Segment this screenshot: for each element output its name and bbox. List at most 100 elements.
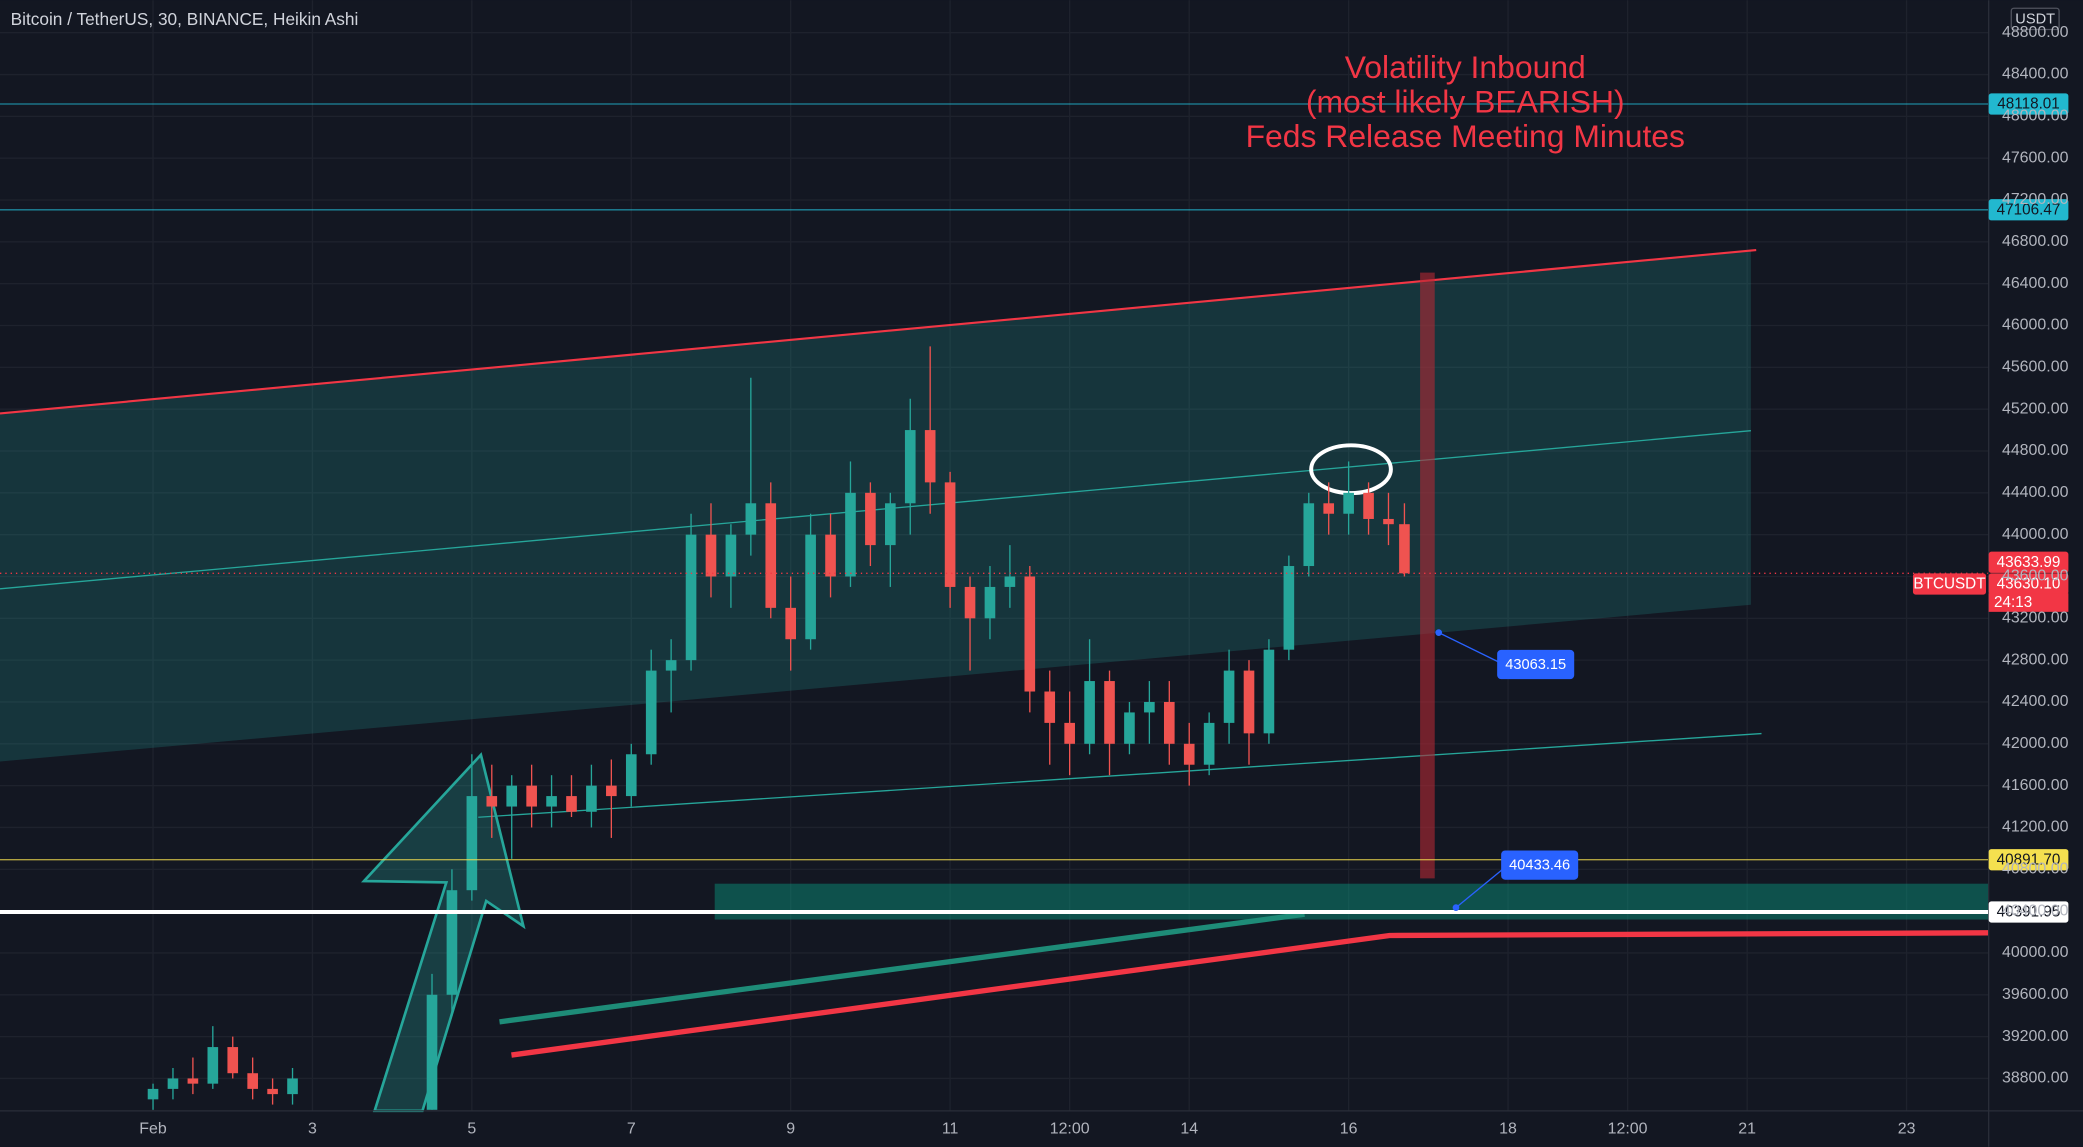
y-tick-label: 45200.00 <box>2002 400 2069 417</box>
callout-label: 40433.46 <box>1509 858 1570 874</box>
callout-connector <box>1438 632 1505 666</box>
candle-body <box>1064 722 1075 744</box>
y-tick-label: 46800.00 <box>2002 233 2069 250</box>
x-tick-label: Feb <box>139 1121 167 1138</box>
currency-box <box>2010 7 2060 31</box>
y-tick-label: 43600.00 <box>2002 568 2069 585</box>
candle-body <box>207 1047 219 1084</box>
y-tick-label: 46400.00 <box>2002 275 2069 292</box>
y-tick-label: 42000.00 <box>2002 735 2069 752</box>
candle-body <box>904 430 916 504</box>
callout-label: 43063.15 <box>1505 657 1566 673</box>
candle-body <box>287 1078 298 1095</box>
candle-body <box>705 534 717 577</box>
price-tag <box>1988 573 2069 595</box>
candle-body <box>1084 681 1095 744</box>
candle-body <box>885 503 896 546</box>
price-tag-label: 40391.95 <box>1997 904 2061 921</box>
price-tag-label: 48118.01 <box>1997 96 2060 113</box>
candle-body <box>466 796 478 891</box>
y-tick-label: 48400.00 <box>2002 66 2069 83</box>
y-tick-label: 46000.00 <box>2002 317 2069 334</box>
price-tag-label: 43633.99 <box>1997 554 2061 571</box>
candle-body <box>1363 492 1374 519</box>
x-tick-label: 14 <box>1180 1121 1198 1138</box>
candle-body <box>1044 691 1056 723</box>
candle-body <box>1343 492 1354 514</box>
y-tick-label: 48000.00 <box>2002 108 2069 125</box>
candle-body <box>645 670 657 755</box>
candle-body <box>665 660 677 671</box>
candle-body <box>586 785 597 812</box>
callout-point <box>1435 629 1443 636</box>
y-tick-label: 44800.00 <box>2002 442 2069 459</box>
y-tick-label: 42400.00 <box>2002 693 2069 710</box>
y-tick-label: 41600.00 <box>2002 777 2069 794</box>
trend-line-green <box>499 911 1305 1025</box>
x-tick-label: 7 <box>627 1121 636 1138</box>
y-tick-label: 47600.00 <box>2002 149 2069 166</box>
candle-body <box>426 994 438 1110</box>
x-tick-label: 3 <box>308 1121 317 1138</box>
candle-body <box>546 796 557 807</box>
candle-body <box>1399 524 1410 574</box>
chart-title: Bitcoin / TetherUS, 30, BINANCE, Heikin … <box>11 9 359 29</box>
channel-top-line <box>0 248 1757 415</box>
price-tag <box>1988 199 2069 221</box>
candle-body <box>446 890 458 995</box>
candle-body <box>1024 576 1036 692</box>
candle-body <box>1104 681 1115 744</box>
callout-box <box>1497 649 1575 680</box>
candles <box>147 346 1410 1110</box>
y-tick-label: 40000.00 <box>2002 944 2069 961</box>
candle-body <box>1283 566 1295 650</box>
price-lines: 43063.15 40433.46 <box>0 103 1989 914</box>
y-tick-label: 40400.00 <box>2002 902 2069 919</box>
price-tag <box>1988 849 2069 871</box>
y-tick-label: 48800.00 <box>2002 24 2069 41</box>
candle-body <box>187 1078 199 1084</box>
x-tick-label: 16 <box>1340 1121 1358 1138</box>
candle-body <box>984 586 996 619</box>
y-tick-label: 38800.00 <box>2002 1070 2069 1087</box>
candle-body <box>267 1088 278 1095</box>
candle-body <box>1124 712 1135 744</box>
x-tick-label: 18 <box>1499 1121 1517 1138</box>
price-tag <box>1988 901 2069 923</box>
candle-body <box>1383 518 1394 525</box>
y-tick-label: 47200.00 <box>2002 191 2069 208</box>
candle-body <box>1223 670 1235 723</box>
callout-connector <box>1455 864 1509 909</box>
candle-body <box>825 534 836 577</box>
channel-low-line <box>478 732 1762 818</box>
y-tick-label: 41200.00 <box>2002 819 2069 836</box>
candle-body <box>845 492 856 577</box>
callout-box <box>1501 850 1579 880</box>
y-tick-label: 45600.00 <box>2002 359 2069 376</box>
annotation: Feds Release Meeting Minutes <box>1246 118 1685 154</box>
callout-point <box>1452 904 1460 911</box>
candle-body <box>486 796 498 807</box>
symbol-tag <box>1912 573 1987 595</box>
annotation: Volatility Inbound <box>1345 49 1586 85</box>
y-tick-label: 40800.00 <box>2002 860 2069 877</box>
x-tick-label: 9 <box>786 1121 795 1138</box>
candle-body <box>785 607 797 640</box>
x-tick-label: 11 <box>942 1121 959 1138</box>
candle-body <box>1004 576 1016 587</box>
price-tag <box>1988 93 2069 115</box>
price-tag <box>1988 551 2069 573</box>
annotation: (most likely BEARISH) <box>1306 83 1625 119</box>
x-tick-label: 5 <box>467 1121 476 1138</box>
currency-label: USDT <box>2015 11 2055 27</box>
candle-body <box>1323 503 1335 514</box>
y-tick-label: 39600.00 <box>2002 986 2069 1003</box>
candle-body <box>924 430 936 483</box>
candle-body <box>865 492 876 546</box>
candle-body <box>1144 701 1155 713</box>
candle-body <box>685 534 697 661</box>
y-tick-label: 43200.00 <box>2002 610 2069 627</box>
candle-body <box>725 534 737 577</box>
